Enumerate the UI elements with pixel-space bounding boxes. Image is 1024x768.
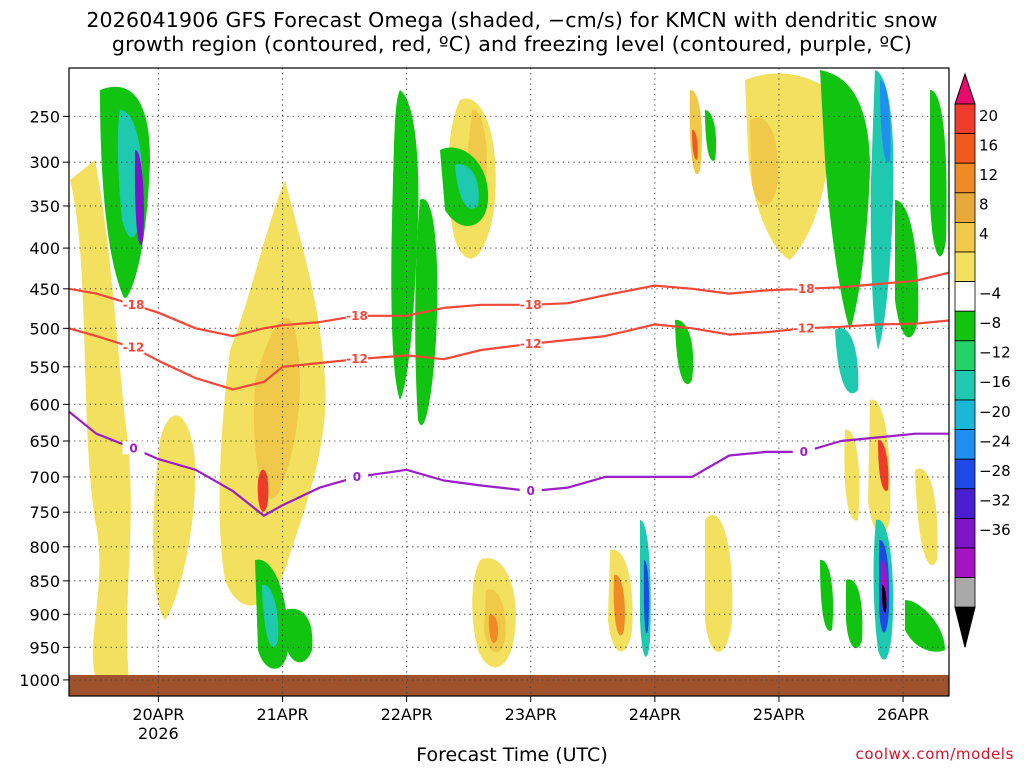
contour-label: 0 [527,484,535,498]
y-tick-label: 800 [29,538,60,557]
contour-label: 0 [129,441,137,455]
y-tick-label: 450 [29,280,60,299]
contour-label: -12 [346,352,368,366]
x-tick-label: 22APR [381,705,433,724]
colorbar-swatch [954,251,976,283]
colorbar-swatch [954,281,976,312]
contour-label-bg [345,469,368,483]
colorbar-swatch [954,518,976,549]
colorbar-tick-label: −20 [979,403,1011,421]
colorbar-tick-label: 20 [979,107,998,125]
contour-label-bg [519,484,542,498]
y-tick-label: 300 [29,153,60,172]
colorbar: 20 16 12 8 4 −4 −8 −12 −16 −20 −24 −28 −32 −36 [954,72,1011,648]
y-tick-label: 750 [29,503,60,522]
contour-label-bg [519,336,542,350]
contour-label-bg [345,352,368,366]
contour-label-bg [122,340,145,354]
contour-label: 0 [353,470,361,484]
contour-label: -18 [123,298,145,312]
colorbar-swatch [954,458,976,490]
contour-label: -18 [793,282,815,296]
colorbar-tick-label: −4 [979,284,1001,302]
credit-link[interactable]: coolwx.com/models [855,745,1014,763]
contour-label-bg [122,297,145,311]
x-tick-label: 21APR [256,705,308,724]
colorbar-tick-label: −32 [979,492,1011,510]
x-axis-label: Forecast Time (UTC) [416,744,608,766]
x-year-label: 2026 [138,724,179,743]
y-tick-label: 900 [29,605,60,624]
colorbar-swatch [954,577,976,608]
colorbar-tick-label: 4 [979,225,989,243]
contour-label: -18 [520,298,542,312]
y-tick-label: 400 [29,239,60,258]
colorbar-swatch [954,221,976,253]
ground-strip [69,675,949,696]
colorbar-tick-label: 16 [979,136,998,154]
colorbar-swatch [954,547,976,579]
y-tick-label: 550 [29,358,60,377]
contour-label-bg [792,321,815,335]
colorbar-bottom-arrow [954,606,976,648]
chart-title: 2026041906 GFS Forecast Omega (shaded, −… [0,8,1024,56]
colorbar-tick-label: −24 [979,432,1011,450]
y-tick-label: 650 [29,432,60,451]
contour-label-bg [519,297,542,311]
colorbar-tick-label: −28 [979,462,1011,480]
colorbar-tick-label: 12 [979,166,998,184]
contours: -18 -18 -18 -18 -12 -12 -12 -12 0 0 0 0 [69,271,949,517]
contour-label-bg [792,444,815,458]
colorbar-swatch [954,103,976,135]
contour-label-bg [792,281,815,295]
plot-frame [68,67,950,697]
colorbar-tick-label: −16 [979,373,1011,391]
y-tick-label: 950 [29,638,60,657]
y-tick-label: 850 [29,572,60,591]
colorbar-tick-label: 8 [979,196,989,214]
y-tick-label: 600 [29,395,60,414]
colorbar-swatch [954,399,976,431]
colorbar-top-arrow [954,72,976,105]
y-axis: 250 300 350 400 450 500 550 600 650 700 750 800 850 9… [19,107,69,690]
contour-label: -12 [123,341,145,355]
y-tick-label: 350 [29,197,60,216]
contour-label: -12 [520,337,542,351]
x-tick-label: 23APR [505,705,557,724]
colorbar-tick-label: −12 [979,344,1011,362]
x-tick-label: 25APR [753,705,805,724]
contour-label: 0 [800,445,808,459]
contour-label: -18 [346,309,368,323]
chart-title-line-1: 2026041906 GFS Forecast Omega (shaded, −… [86,8,938,32]
omega-shading [70,70,947,690]
colorbar-swatch [954,192,976,223]
colorbar-tick-label: −8 [979,314,1001,332]
colorbar-swatch [954,162,976,194]
contour-label-bg [345,308,368,322]
x-axis: 20APR 21APR 22APR 23APR 24APR 25APR 26APR 2026 [132,696,929,743]
colorbar-swatch [954,133,976,164]
colorbar-swatch [954,488,976,519]
colorbar-tick-label: −36 [979,521,1011,539]
y-tick-label: 500 [29,319,60,338]
colorbar-swatch [954,429,976,460]
chart-title-line-2: growth region (contoured, red, ºC) and f… [111,32,913,56]
contour-label-bg [122,441,145,455]
colorbar-swatch [954,340,976,371]
x-tick-label: 26APR [877,705,929,724]
y-tick-label: 1000 [19,671,60,690]
colorbar-swatch [954,369,976,401]
contour-label: -12 [793,321,815,335]
y-tick-label: 700 [29,468,60,487]
y-tick-label: 250 [29,107,60,126]
colorbar-swatch [954,310,976,342]
x-tick-label: 20APR [132,705,184,724]
x-tick-label: 24APR [629,705,681,724]
